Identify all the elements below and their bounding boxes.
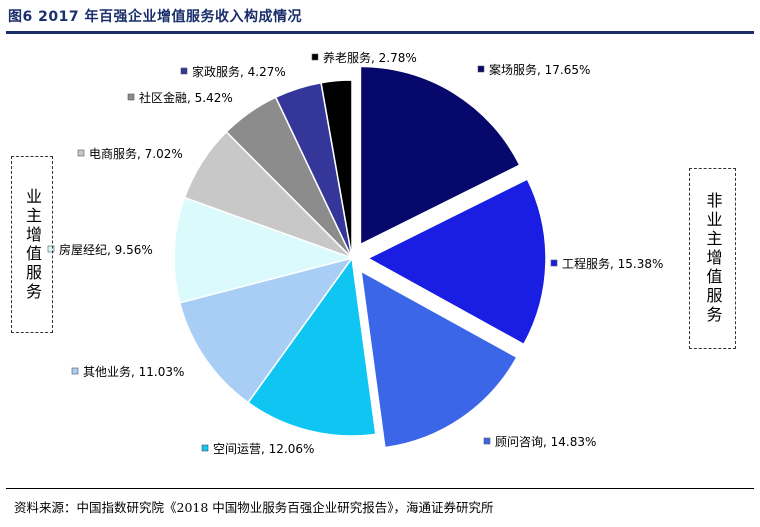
owner-value-added-group: 业主增值服务 [11,156,53,333]
legend-swatch [550,259,558,267]
legend-swatch [477,65,485,73]
legend-swatch [311,53,319,61]
legend-swatch [201,444,209,452]
slice-label: 其他业务, 11.03% [83,364,184,379]
legend-swatch [180,67,188,75]
slice-label: 顾问咨询, 14.83% [495,434,596,449]
title-rule [6,31,754,34]
slice-label: 房屋经纪, 9.56% [59,242,153,257]
slice-label: 养老服务, 2.78% [323,50,417,65]
legend-swatch [483,437,491,445]
legend-swatch [47,245,55,253]
slice-label: 空间运营, 12.06% [213,442,314,456]
legend-swatch [127,93,135,101]
slice-label: 家政服务, 4.27% [192,64,286,79]
non-owner-group-label: 非业主增值服务 [703,192,723,325]
owner-group-label: 业主增值服务 [23,187,42,302]
legend-swatch [77,149,85,157]
pie-slice [366,178,547,346]
pie-slice [173,196,355,304]
chart-title: 图6 2017 年百强企业增值服务收入构成情况 [8,9,302,25]
pie-slice [359,65,521,246]
source-note: 资料来源：中国指数研究院《2018 中国物业服务百强企业研究报告》，海通证券研究… [14,500,494,515]
slice-label: 工程服务, 15.38% [562,256,663,271]
non-owner-value-added-group: 非业主增值服务 [689,168,736,349]
pie-slice [178,256,354,404]
slice-label: 社区金融, 5.42% [139,90,233,105]
pie-slice [320,79,353,259]
source-rule [6,488,754,489]
slice-label: 电商服务, 7.02% [89,146,183,161]
pie-slice [360,269,518,449]
slice-label: 案场服务, 17.65% [489,62,590,77]
pie-slice [247,256,377,437]
legend-swatch [71,367,79,375]
